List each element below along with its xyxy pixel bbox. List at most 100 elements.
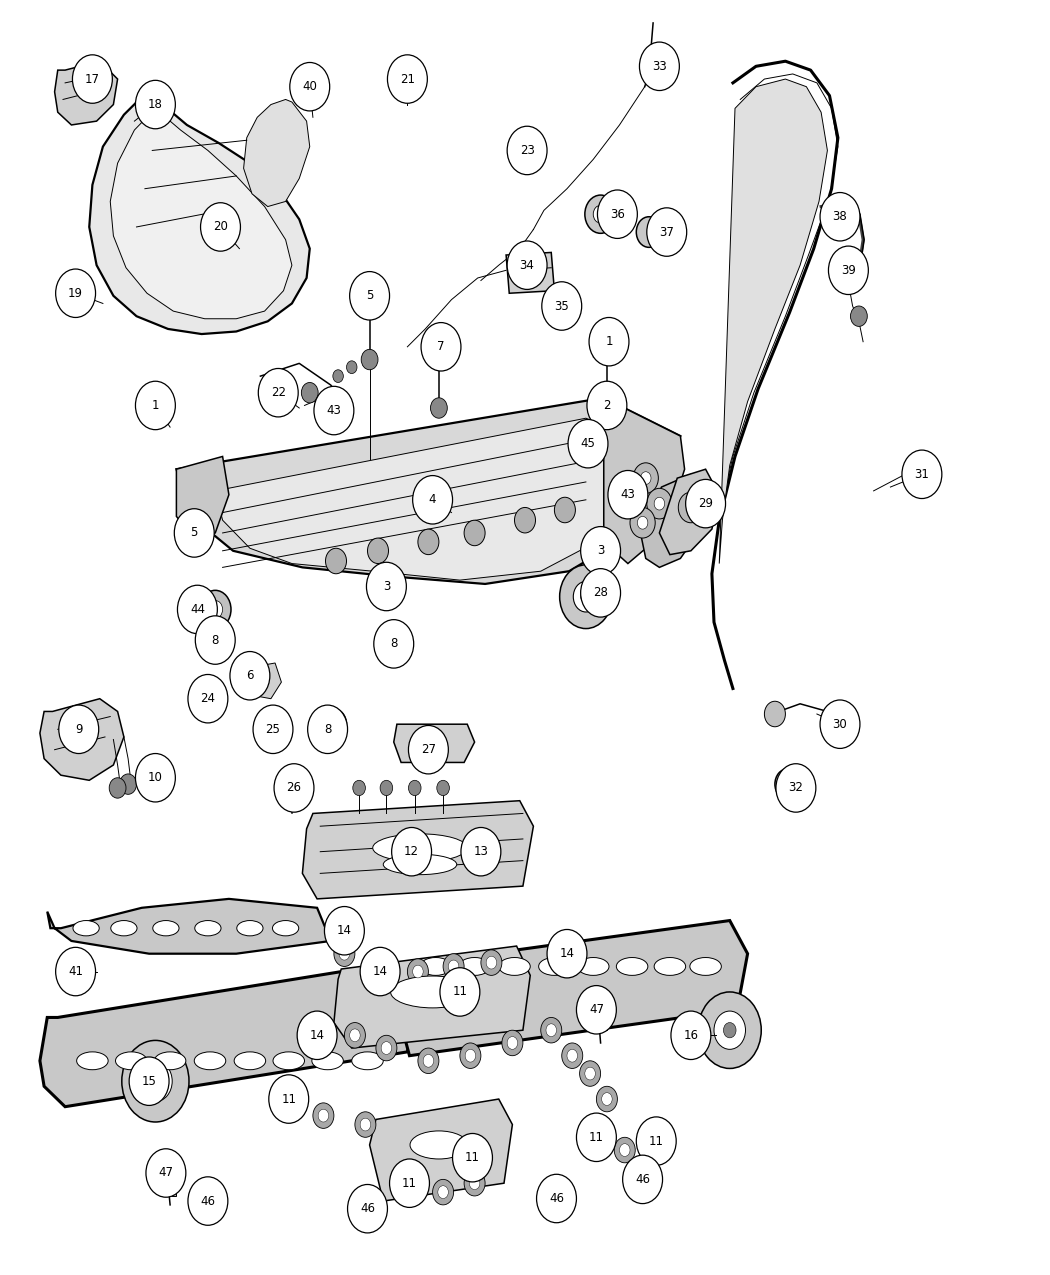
Circle shape bbox=[109, 778, 126, 798]
Circle shape bbox=[623, 488, 633, 501]
Circle shape bbox=[581, 527, 621, 575]
Circle shape bbox=[654, 497, 665, 510]
Text: 2: 2 bbox=[603, 399, 611, 412]
Circle shape bbox=[580, 1125, 601, 1150]
Circle shape bbox=[346, 361, 357, 374]
Ellipse shape bbox=[352, 1052, 383, 1070]
Polygon shape bbox=[640, 474, 706, 567]
Text: 38: 38 bbox=[833, 210, 847, 223]
Circle shape bbox=[714, 1011, 745, 1049]
Text: 40: 40 bbox=[302, 80, 317, 93]
Polygon shape bbox=[47, 899, 331, 954]
Circle shape bbox=[339, 947, 350, 960]
Circle shape bbox=[177, 585, 217, 634]
Circle shape bbox=[580, 1061, 601, 1086]
Text: 44: 44 bbox=[190, 603, 205, 616]
Ellipse shape bbox=[459, 958, 490, 975]
Polygon shape bbox=[334, 946, 530, 1048]
Text: 14: 14 bbox=[337, 924, 352, 937]
Circle shape bbox=[764, 701, 785, 727]
Circle shape bbox=[437, 780, 449, 796]
Circle shape bbox=[562, 1043, 583, 1068]
Circle shape bbox=[188, 1177, 228, 1225]
Circle shape bbox=[139, 1061, 172, 1102]
Text: 33: 33 bbox=[652, 60, 667, 73]
Text: 47: 47 bbox=[159, 1167, 173, 1179]
Circle shape bbox=[149, 1074, 162, 1089]
Circle shape bbox=[120, 774, 136, 794]
Ellipse shape bbox=[74, 921, 100, 936]
Text: 5: 5 bbox=[365, 289, 374, 302]
Circle shape bbox=[556, 941, 578, 966]
Ellipse shape bbox=[153, 921, 178, 936]
Circle shape bbox=[253, 705, 293, 754]
Text: 47: 47 bbox=[589, 1003, 604, 1016]
Circle shape bbox=[56, 947, 96, 996]
Circle shape bbox=[355, 1112, 376, 1137]
Ellipse shape bbox=[194, 1052, 226, 1070]
Polygon shape bbox=[110, 108, 292, 319]
Circle shape bbox=[507, 1037, 518, 1049]
Ellipse shape bbox=[194, 921, 220, 936]
Circle shape bbox=[775, 769, 800, 799]
Ellipse shape bbox=[236, 921, 262, 936]
Text: 5: 5 bbox=[190, 527, 198, 539]
Ellipse shape bbox=[273, 1052, 304, 1070]
Circle shape bbox=[348, 1184, 387, 1233]
Bar bbox=[160, 1160, 176, 1196]
Text: 18: 18 bbox=[148, 98, 163, 111]
Text: 14: 14 bbox=[373, 965, 387, 978]
Circle shape bbox=[230, 652, 270, 700]
Text: 39: 39 bbox=[841, 264, 856, 277]
Circle shape bbox=[469, 1177, 480, 1190]
Circle shape bbox=[301, 382, 318, 403]
Polygon shape bbox=[244, 99, 310, 207]
Text: 35: 35 bbox=[554, 300, 569, 312]
Circle shape bbox=[368, 538, 388, 564]
Ellipse shape bbox=[654, 958, 686, 975]
Circle shape bbox=[678, 492, 704, 523]
Circle shape bbox=[387, 55, 427, 103]
Circle shape bbox=[828, 246, 868, 295]
Circle shape bbox=[608, 470, 648, 519]
Circle shape bbox=[507, 126, 547, 175]
Ellipse shape bbox=[154, 1052, 186, 1070]
Circle shape bbox=[615, 479, 640, 510]
Circle shape bbox=[376, 1035, 397, 1061]
Text: 1: 1 bbox=[151, 399, 160, 412]
Polygon shape bbox=[215, 418, 656, 580]
Circle shape bbox=[315, 395, 332, 416]
Circle shape bbox=[313, 1103, 334, 1128]
Circle shape bbox=[366, 562, 406, 611]
Ellipse shape bbox=[539, 958, 570, 975]
Text: 11: 11 bbox=[649, 1135, 664, 1148]
Text: 30: 30 bbox=[833, 718, 847, 731]
Circle shape bbox=[374, 620, 414, 668]
Circle shape bbox=[135, 381, 175, 430]
Text: 26: 26 bbox=[287, 782, 301, 794]
Circle shape bbox=[443, 954, 464, 979]
Circle shape bbox=[430, 398, 447, 418]
Circle shape bbox=[639, 42, 679, 91]
Circle shape bbox=[585, 1131, 595, 1144]
Circle shape bbox=[380, 780, 393, 796]
Text: 6: 6 bbox=[246, 669, 254, 682]
Circle shape bbox=[274, 764, 314, 812]
Circle shape bbox=[723, 1023, 736, 1038]
Circle shape bbox=[360, 947, 400, 996]
Text: 4: 4 bbox=[428, 493, 437, 506]
Circle shape bbox=[413, 965, 423, 978]
Polygon shape bbox=[194, 688, 223, 714]
Circle shape bbox=[602, 1093, 612, 1105]
Circle shape bbox=[215, 634, 226, 646]
Text: 14: 14 bbox=[310, 1029, 324, 1042]
Text: 14: 14 bbox=[560, 947, 574, 960]
Text: 19: 19 bbox=[68, 287, 83, 300]
Circle shape bbox=[654, 1139, 665, 1151]
Circle shape bbox=[418, 1048, 439, 1074]
Circle shape bbox=[649, 1132, 670, 1158]
Text: 13: 13 bbox=[474, 845, 488, 858]
Circle shape bbox=[596, 1086, 617, 1112]
Circle shape bbox=[334, 941, 355, 966]
Circle shape bbox=[408, 780, 421, 796]
